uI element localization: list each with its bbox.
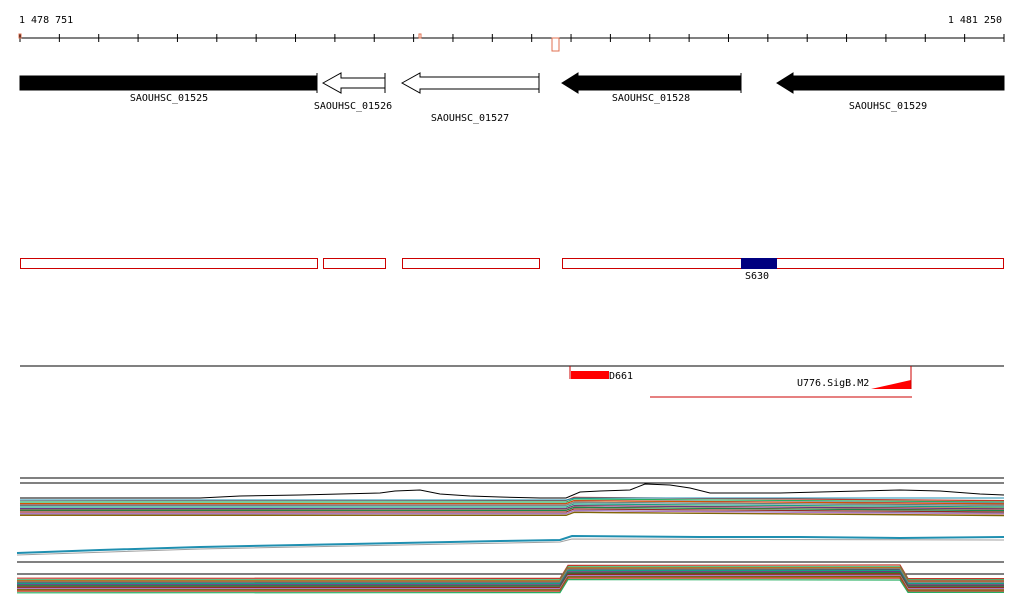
coverage-line <box>20 508 1005 513</box>
coverage-line <box>17 570 1004 585</box>
ruler-start-label: 1 478 751 <box>19 15 73 26</box>
gene-saouhsc-01525[interactable]: SAOUHSC_01525 <box>19 73 318 104</box>
ruler-marker <box>551 37 560 52</box>
coverage-line <box>19 501 1005 507</box>
segment-highlight-s630[interactable] <box>741 258 777 269</box>
coverage-track-upper <box>19 477 1005 517</box>
coordinate-ruler: 1 478 751 1 481 250 <box>18 15 1005 52</box>
coverage-line <box>16 571 1004 587</box>
coverage-line <box>16 574 1004 590</box>
coverage-line-gray-middle <box>16 538 1005 556</box>
coverage-line <box>19 506 1005 512</box>
coverage-line <box>19 500 1005 505</box>
coverage-line <box>20 503 1005 508</box>
coverage-line <box>16 567 1004 582</box>
coverage-line <box>16 564 1004 580</box>
ruler-ticks <box>19 34 1005 42</box>
gene-saouhsc-01527[interactable]: SAOUHSC_01527 <box>400 72 540 124</box>
gene-arrow[interactable] <box>776 72 1005 94</box>
gene-label: SAOUHSC_01525 <box>130 93 208 104</box>
segment-box[interactable] <box>323 258 386 269</box>
coverage-lines <box>16 564 1004 594</box>
coverage-track-lower <box>16 564 1004 594</box>
gene-label: SAOUHSC_01526 <box>314 101 392 112</box>
gene-label: SAOUHSC_01527 <box>431 113 509 124</box>
coverage-line <box>19 511 1005 517</box>
gene-saouhsc-01529[interactable]: SAOUHSC_01529 <box>776 72 1005 112</box>
gene-arrow[interactable] <box>321 72 386 94</box>
gene-arrow[interactable] <box>561 72 742 94</box>
feature-d661-bar[interactable] <box>571 371 609 379</box>
segment-box[interactable] <box>402 258 540 269</box>
coverage-line <box>16 575 1004 591</box>
feature-u776-wedge[interactable] <box>871 380 911 389</box>
coverage-line <box>16 578 1004 594</box>
gene-saouhsc-01528[interactable]: SAOUHSC_01528 <box>561 72 742 104</box>
ruler-marker <box>418 33 422 39</box>
coverage-line-blue-middle <box>16 534 1005 554</box>
coverage-line <box>17 573 1004 588</box>
gene-arrow[interactable] <box>19 75 318 91</box>
segment-box[interactable] <box>20 258 318 269</box>
feature-track: D661 U776.SigB.M2 <box>20 365 1004 398</box>
coverage-line <box>17 577 1004 592</box>
feature-d661-label: D661 <box>609 371 633 382</box>
gene-track: SAOUHSC_01525 SAOUHSC_01526 SAOUHSC_0152… <box>19 72 1005 124</box>
segment-track: S630 <box>20 258 1004 282</box>
gene-saouhsc-01526[interactable]: SAOUHSC_01526 <box>314 72 392 112</box>
coverage-line <box>19 505 1005 510</box>
feature-u776-label: U776.SigB.M2 <box>797 378 869 389</box>
coverage-line-blue <box>20 497 1004 501</box>
coverage-line <box>16 568 1004 583</box>
coverage-line <box>19 510 1005 515</box>
segment-highlight-label: S630 <box>745 271 769 282</box>
coverage-line-black <box>20 483 1005 499</box>
coverage-line <box>16 570 1004 586</box>
coverage-line <box>17 566 1004 581</box>
ruler-marker <box>18 33 22 39</box>
gene-label: SAOUHSC_01529 <box>849 101 927 112</box>
gene-label: SAOUHSC_01528 <box>612 93 690 104</box>
gene-arrow[interactable] <box>400 72 540 94</box>
segment-box[interactable] <box>562 258 1004 269</box>
coverage-line <box>20 498 1005 503</box>
ruler-end-label: 1 481 250 <box>948 15 1002 26</box>
